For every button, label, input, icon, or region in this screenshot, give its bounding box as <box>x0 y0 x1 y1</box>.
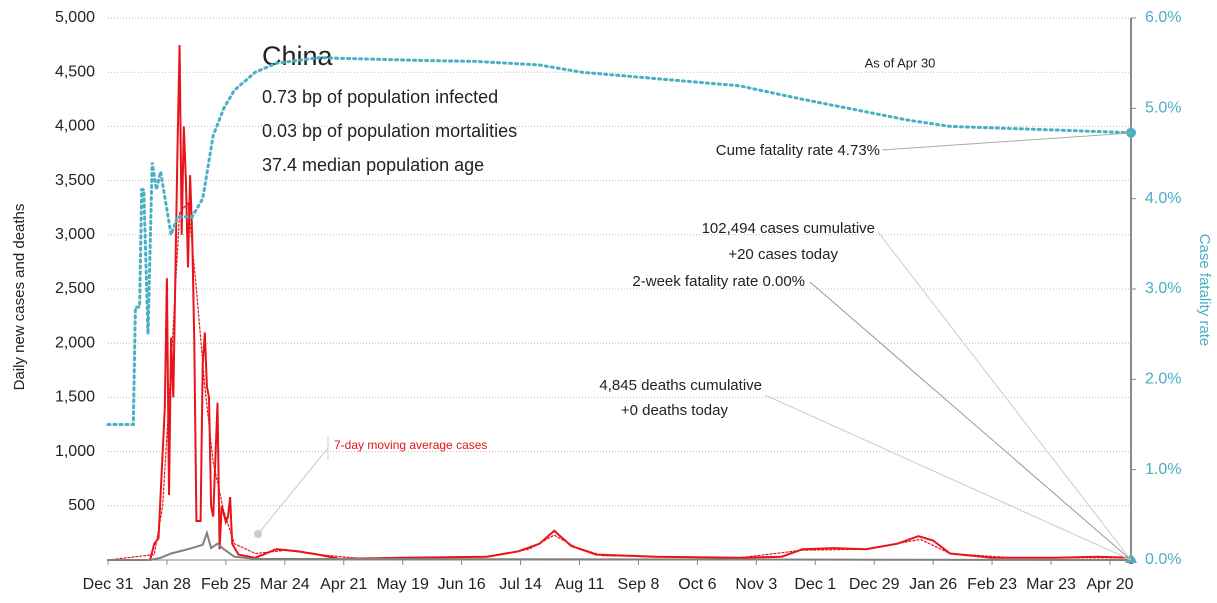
y-axis-label: Daily new cases and deaths <box>11 204 28 391</box>
leader <box>809 281 1132 561</box>
series-line <box>107 529 1132 561</box>
leader <box>764 394 1132 561</box>
subtitle: 0.73 bp of population infected <box>262 87 498 107</box>
y2-tick-label: 0.0% <box>1145 551 1181 568</box>
x-tick-label: Mar 23 <box>1026 576 1076 593</box>
annotation: +0 deaths today <box>621 402 729 419</box>
y-tick-label: 3,000 <box>55 226 95 243</box>
y-tick-label: 500 <box>68 497 95 514</box>
x-tick-label: Apr 21 <box>320 576 367 593</box>
y-tick-label: 2,000 <box>55 334 95 351</box>
y-tick-label: 1,000 <box>55 443 95 460</box>
x-tick-label: Dec 29 <box>849 576 900 593</box>
subtitle: 0.03 bp of population mortalities <box>262 121 517 141</box>
annotation: Cume fatality rate 4.73% <box>716 142 880 159</box>
y2-tick-label: 2.0% <box>1145 371 1181 388</box>
y2-tick-label: 5.0% <box>1145 100 1181 117</box>
y2-tick-label: 1.0% <box>1145 461 1181 478</box>
series-line <box>107 200 1132 561</box>
x-tick-label: Jul 14 <box>499 576 542 593</box>
leader-dot <box>254 530 262 538</box>
x-tick-label: Jan 26 <box>909 576 957 593</box>
x-tick-label: Dec 31 <box>83 576 134 593</box>
leader <box>257 447 329 535</box>
x-tick-label: Dec 1 <box>794 576 836 593</box>
series-label: 7-day moving average cases <box>334 438 487 452</box>
x-tick-label: Nov 3 <box>735 576 777 593</box>
y-tick-label: 5,000 <box>55 9 95 26</box>
annotation: 102,494 cases cumulative <box>702 220 875 237</box>
leader <box>881 132 1132 151</box>
x-tick-label: Apr 20 <box>1086 576 1133 593</box>
y2-tick-label: 4.0% <box>1145 190 1181 207</box>
x-tick-label: May 19 <box>376 576 429 593</box>
y-tick-label: 1,500 <box>55 389 95 406</box>
y2-axis-label: Case fatality rate <box>1196 234 1213 347</box>
y2-tick-label: 3.0% <box>1145 280 1181 297</box>
leader <box>877 231 1132 561</box>
y-tick-label: 2,500 <box>55 280 95 297</box>
y-tick-label: 4,000 <box>55 118 95 135</box>
x-tick-label: Jan 28 <box>143 576 191 593</box>
x-tick-label: Aug 11 <box>555 576 605 593</box>
x-tick-label: Feb 25 <box>201 576 251 593</box>
annotation: +20 cases today <box>728 246 838 263</box>
annotation: 2-week fatality rate 0.00% <box>632 273 805 290</box>
series-line <box>107 45 1132 561</box>
series-line <box>106 56 1133 426</box>
end-marker <box>1126 127 1136 138</box>
x-tick-label: Mar 24 <box>260 576 310 593</box>
x-tick-label: Oct 6 <box>678 576 716 593</box>
annotation: 4,845 deaths cumulative <box>599 377 762 394</box>
y2-tick-label: 6.0% <box>1145 9 1181 26</box>
subtitle: 37.4 median population age <box>262 155 484 175</box>
annotation: As of Apr 30 <box>865 55 936 70</box>
annotations: As of Apr 30 Cume fatality rate 4.73% 10… <box>254 55 1132 561</box>
x-tick-label: Feb 23 <box>967 576 1017 593</box>
chart-title: China <box>262 41 334 71</box>
y-tick-label: 3,500 <box>55 172 95 189</box>
x-tick-label: Sep 8 <box>618 576 660 593</box>
y-tick-label: 4,500 <box>55 63 95 80</box>
end-marker <box>1125 553 1137 563</box>
x-tick-label: Jun 16 <box>438 576 486 593</box>
